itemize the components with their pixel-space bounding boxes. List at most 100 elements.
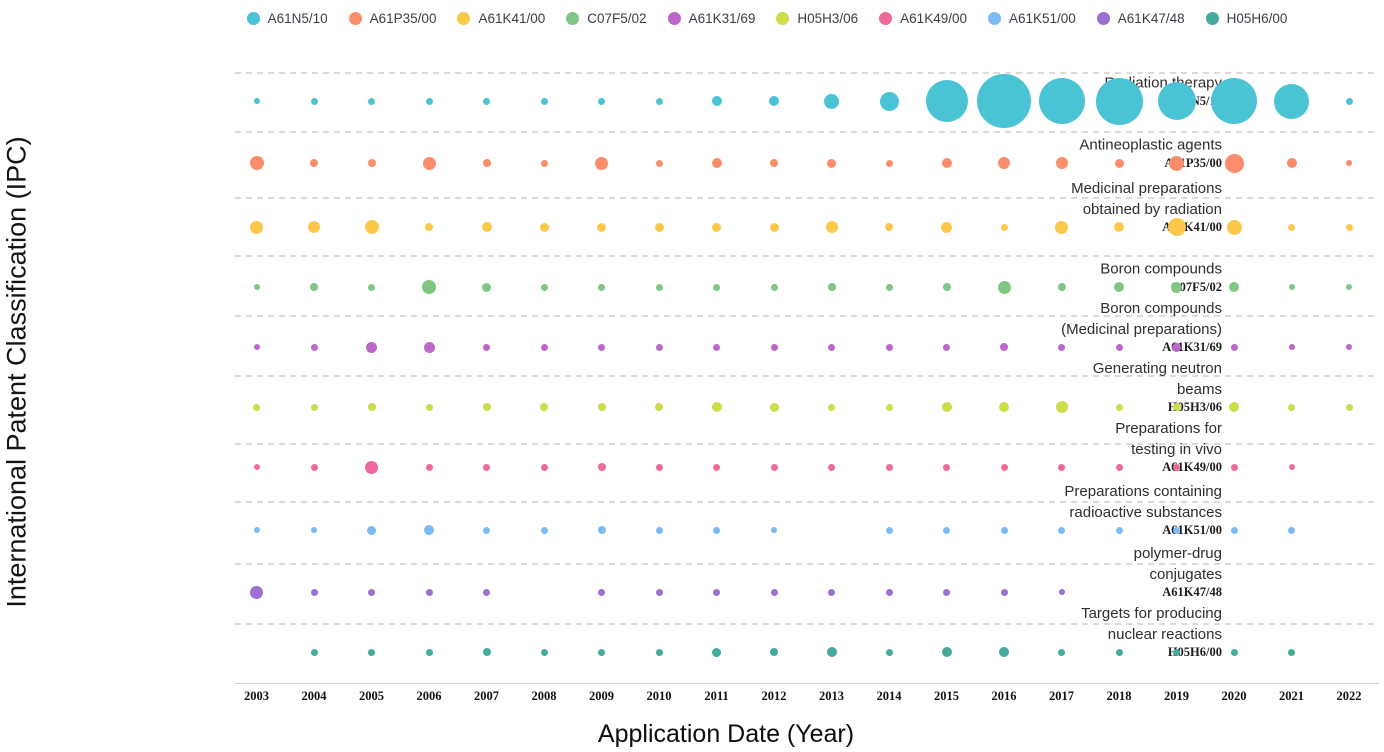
bubble-C07F5/02-2004[interactable] [310,283,318,291]
bubble-A61K51/00-2020[interactable] [1230,526,1238,534]
bubble-A61K41/00-2022[interactable] [1345,223,1353,231]
bubble-A61N5/10-2004[interactable] [310,97,318,105]
bubble-A61K47/48-2017[interactable] [1058,589,1065,595]
bubble-C07F5/02-2018[interactable] [1114,282,1124,292]
bubble-A61N5/10-2013[interactable] [824,93,839,109]
bubble-C07F5/02-2008[interactable] [540,283,548,291]
bubble-C07F5/02-2005[interactable] [368,283,375,291]
bubble-A61K51/00-2010[interactable] [655,526,663,534]
bubble-A61N5/10-2014[interactable] [879,91,899,111]
bubble-A61K31/69-2004[interactable] [310,343,318,351]
legend-item-A61K47/48[interactable]: A61K47/48 [1096,11,1185,26]
bubble-A61K31/69-2015[interactable] [943,343,950,351]
bubble-A61K41/00-2019[interactable] [1167,218,1186,236]
bubble-H05H6/00-2008[interactable] [540,648,548,656]
bubble-A61K49/00-2015[interactable] [943,463,950,471]
bubble-A61N5/10-2003[interactable] [253,98,260,104]
bubble-H05H6/00-2006[interactable] [425,648,433,656]
bubble-A61N5/10-2010[interactable] [655,97,663,105]
legend-item-A61K49/00[interactable]: A61K49/00 [879,11,967,26]
bubble-A61K31/69-2018[interactable] [1115,343,1123,351]
bubble-C07F5/02-2010[interactable] [655,283,663,291]
bubble-A61K49/00-2010[interactable] [655,463,663,471]
bubble-A61K41/00-2005[interactable] [364,220,379,234]
bubble-A61K41/00-2020[interactable] [1226,219,1242,235]
bubble-A61P35/00-2012[interactable] [770,159,778,167]
bubble-C07F5/02-2019[interactable] [1171,281,1182,293]
bubble-H05H3/06-2006[interactable] [425,403,433,411]
bubble-A61P35/00-2010[interactable] [655,159,663,167]
bubble-A61K31/69-2012[interactable] [770,343,778,351]
bubble-A61N5/10-2007[interactable] [483,97,490,105]
bubble-H05H3/06-2016[interactable] [999,402,1009,412]
bubble-A61K47/48-2003[interactable] [250,585,263,599]
bubble-A61K41/00-2003[interactable] [250,220,263,234]
bubble-A61K51/00-2004[interactable] [311,527,317,533]
bubble-C07F5/02-2012[interactable] [770,283,778,291]
bubble-A61N5/10-2009[interactable] [598,97,605,105]
bubble-A61K49/00-2005[interactable] [365,460,378,474]
bubble-C07F5/02-2011[interactable] [713,283,720,291]
bubble-H05H3/06-2013[interactable] [828,403,835,411]
bubble-A61P35/00-2008[interactable] [540,159,548,167]
bubble-A61P35/00-2011[interactable] [711,158,722,168]
bubble-A61K49/00-2017[interactable] [1058,463,1065,471]
bubble-A61K31/69-2013[interactable] [828,343,835,351]
bubble-A61K47/48-2011[interactable] [713,588,720,596]
bubble-A61K41/00-2016[interactable] [1000,223,1008,231]
bubble-H05H3/06-2018[interactable] [1115,403,1123,411]
bubble-A61P35/00-2020[interactable] [1224,153,1244,173]
bubble-A61K47/48-2013[interactable] [828,588,835,596]
legend-item-A61N5/10[interactable]: A61N5/10 [246,11,328,26]
bubble-A61K41/00-2010[interactable] [654,222,664,232]
bubble-A61K51/00-2009[interactable] [597,526,606,534]
bubble-H05H3/06-2019[interactable] [1172,403,1181,411]
bubble-A61K41/00-2013[interactable] [825,221,838,233]
bubble-A61K49/00-2014[interactable] [885,463,893,471]
bubble-A61K31/69-2003[interactable] [253,344,260,350]
bubble-A61P35/00-2004[interactable] [310,159,318,167]
bubble-A61K51/00-2008[interactable] [540,526,548,534]
bubble-A61K47/48-2005[interactable] [368,588,375,596]
bubble-A61K31/69-2019[interactable] [1172,342,1181,352]
bubble-A61K49/00-2004[interactable] [310,463,318,471]
bubble-A61N5/10-2006[interactable] [425,97,433,105]
bubble-A61K41/00-2007[interactable] [481,222,492,232]
legend-item-A61K51/00[interactable]: A61K51/00 [987,11,1076,26]
bubble-A61K31/69-2022[interactable] [1346,344,1352,350]
bubble-A61K41/00-2011[interactable] [712,222,721,232]
bubble-A61N5/10-2021[interactable] [1274,83,1309,119]
bubble-C07F5/02-2013[interactable] [827,283,836,291]
bubble-A61K47/48-2015[interactable] [943,588,950,596]
bubble-A61P35/00-2006[interactable] [422,156,436,170]
bubble-H05H6/00-2019[interactable] [1173,648,1180,656]
bubble-A61K31/69-2007[interactable] [483,343,490,351]
bubble-A61K41/00-2012[interactable] [769,222,779,232]
bubble-A61K47/48-2010[interactable] [655,588,663,596]
bubble-H05H3/06-2010[interactable] [655,403,663,411]
bubble-A61K51/00-2003[interactable] [253,527,260,533]
bubble-H05H3/06-2007[interactable] [482,403,491,411]
bubble-A61K31/69-2014[interactable] [885,343,893,351]
bubble-C07F5/02-2021[interactable] [1288,284,1295,290]
bubble-A61N5/10-2008[interactable] [540,97,548,105]
bubble-A61K51/00-2012[interactable] [771,527,777,533]
bubble-H05H6/00-2007[interactable] [482,648,491,656]
bubble-H05H6/00-2017[interactable] [1058,648,1065,656]
bubble-A61K51/00-2011[interactable] [713,526,720,534]
bubble-A61K51/00-2019[interactable] [1173,526,1180,534]
bubble-H05H6/00-2013[interactable] [826,647,837,657]
bubble-A61K47/48-2014[interactable] [885,588,893,596]
bubble-A61K49/00-2020[interactable] [1230,463,1238,471]
bubble-A61P35/00-2013[interactable] [827,158,836,168]
bubble-A61K51/00-2005[interactable] [367,525,376,535]
bubble-H05H3/06-2005[interactable] [367,403,376,411]
bubble-A61K31/69-2006[interactable] [423,341,435,353]
bubble-A61K47/48-2006[interactable] [425,588,433,596]
bubble-A61K47/48-2012[interactable] [770,588,778,596]
bubble-H05H3/06-2021[interactable] [1288,403,1295,411]
bubble-A61K41/00-2006[interactable] [425,223,433,231]
bubble-A61P35/00-2014[interactable] [885,159,893,167]
bubble-H05H6/00-2012[interactable] [770,648,778,656]
bubble-H05H6/00-2015[interactable] [941,647,952,657]
